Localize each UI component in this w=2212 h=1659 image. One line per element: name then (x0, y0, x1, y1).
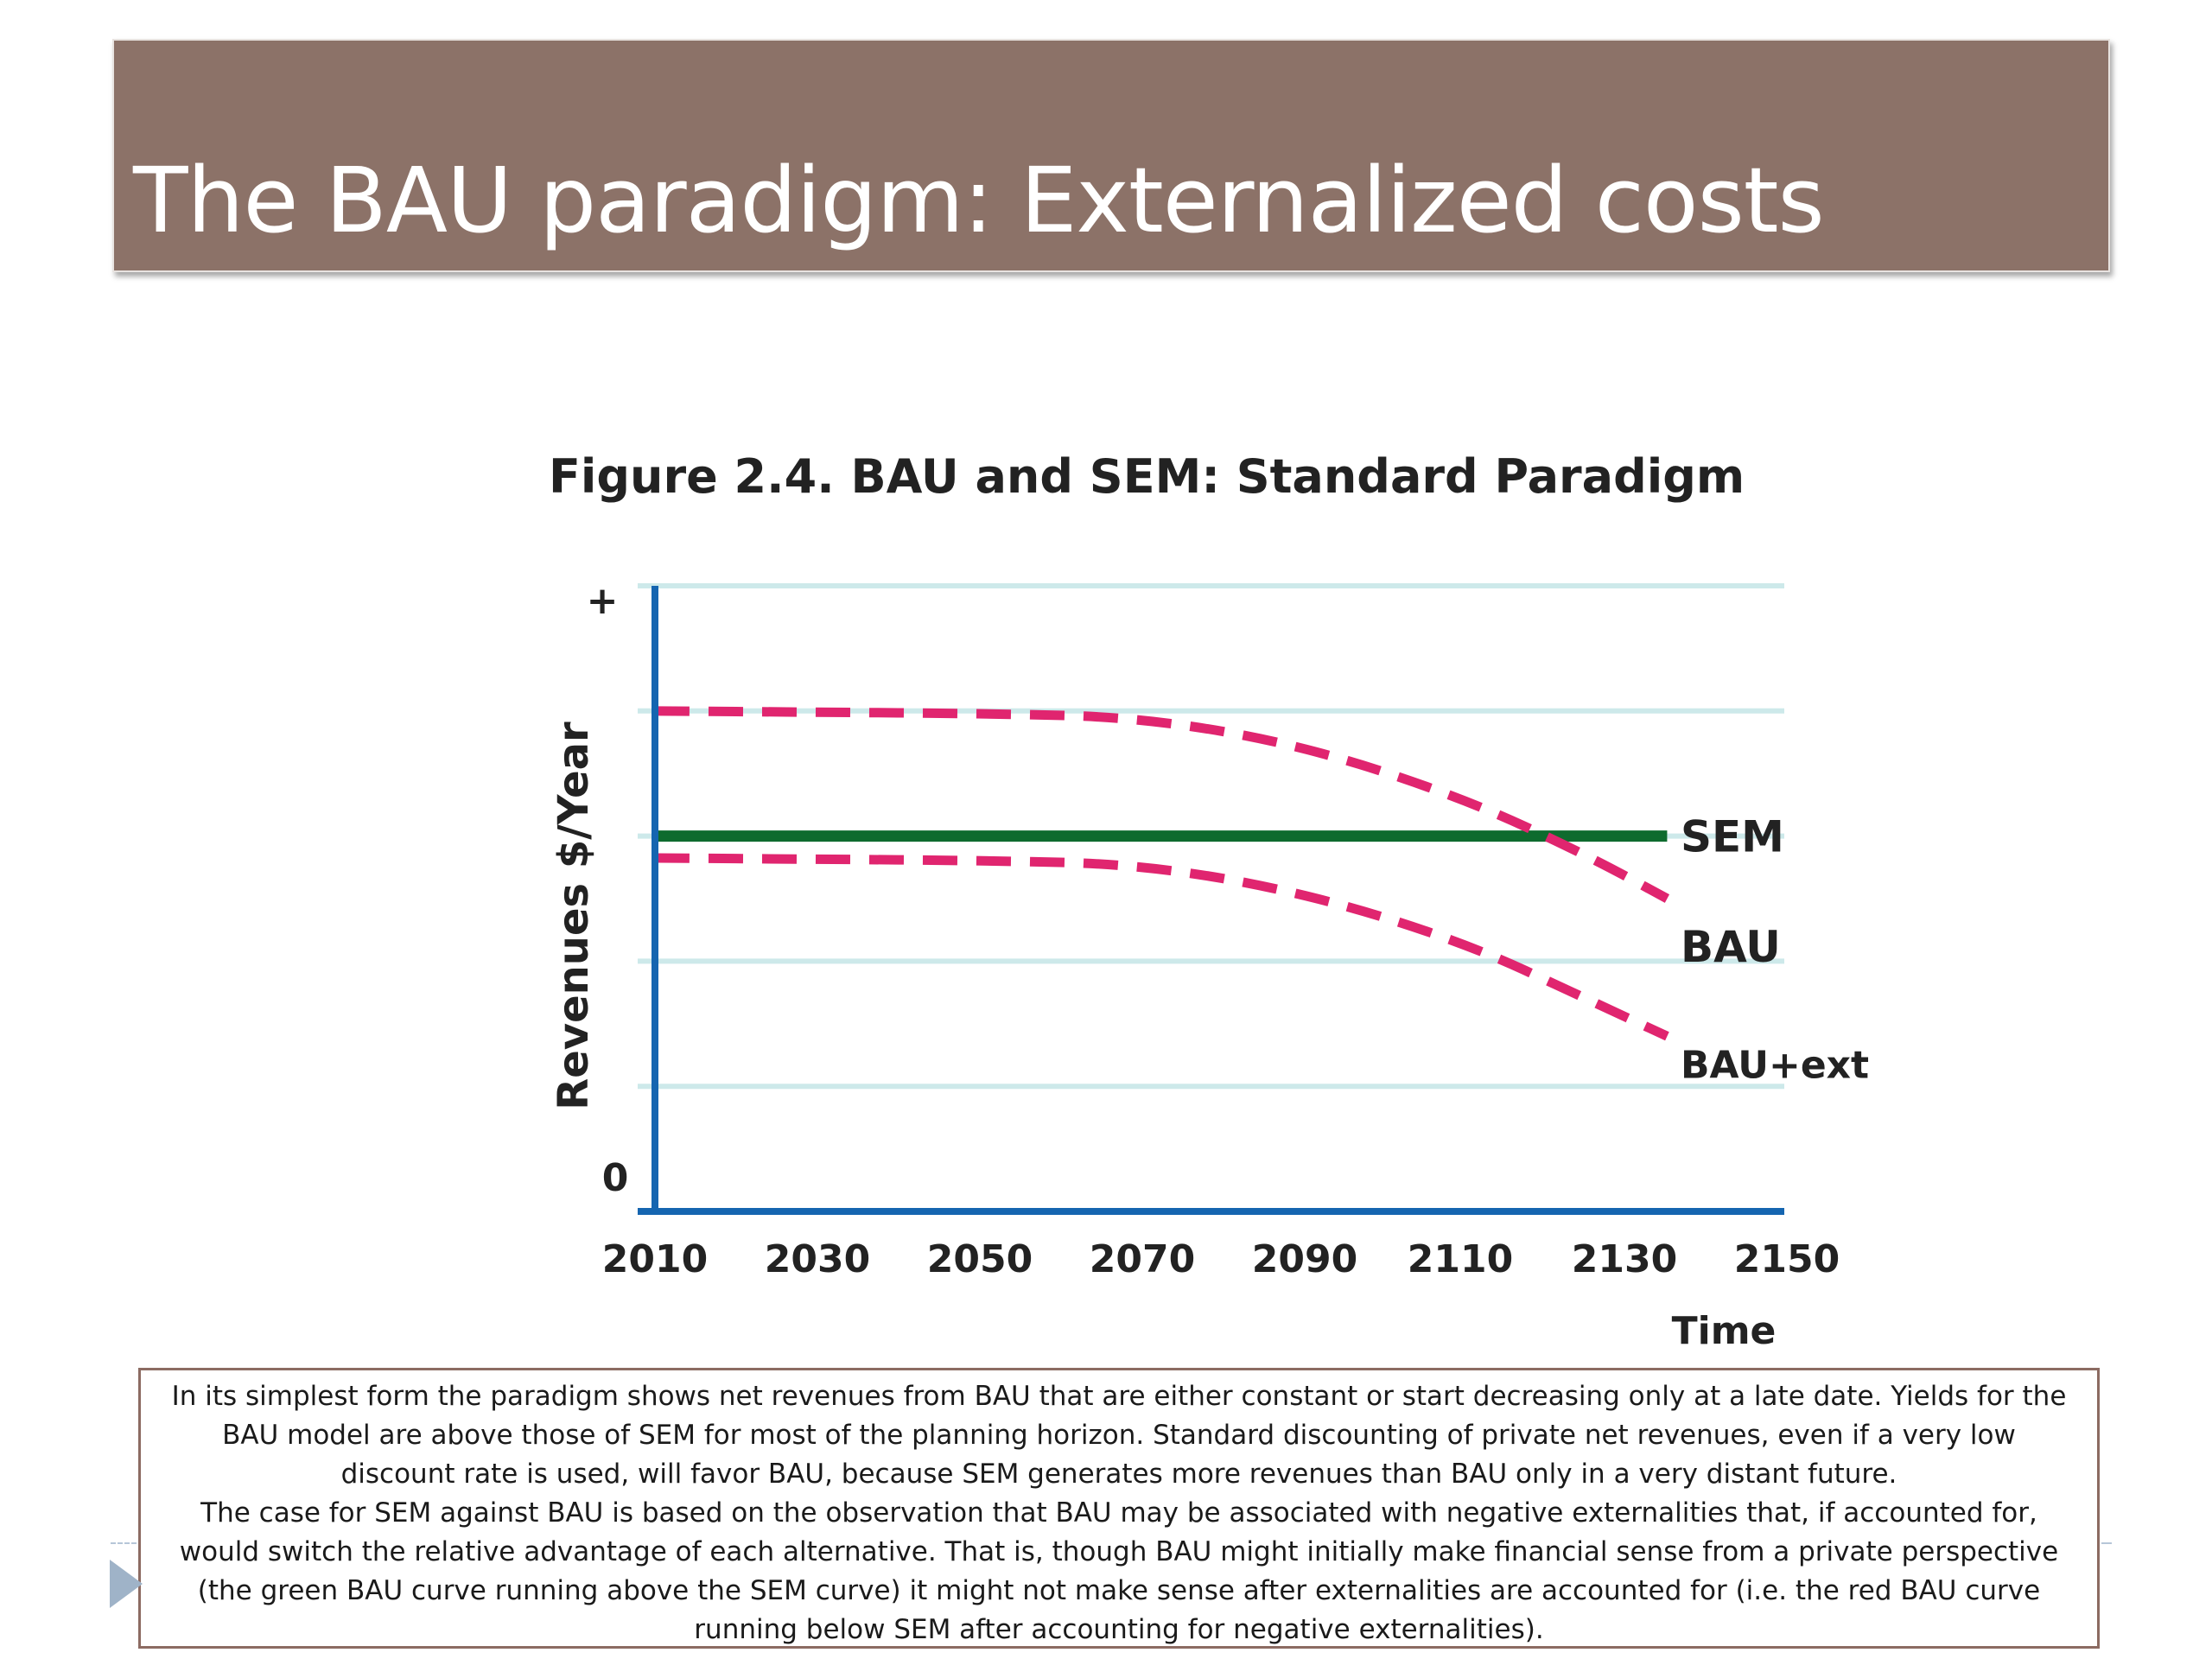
footer-rule-right (2101, 1542, 2112, 1544)
axes (638, 586, 1784, 1215)
series-lines (654, 706, 1670, 1041)
caption-paragraph-2: The case for SEM against BAU is based on… (179, 1497, 2059, 1645)
series-label-sem: SEM (1681, 812, 1784, 862)
x-tick-label: 2010 (602, 1237, 708, 1281)
series-label-bau-ext: BAU+ext (1681, 1043, 1869, 1087)
play-triangle-icon[interactable] (110, 1560, 143, 1608)
chart-labels: + 0 Revenues $/Year Time (550, 579, 1776, 1353)
series-label-bau: BAU (1681, 922, 1781, 972)
y-axis-label: Revenues $/Year (550, 721, 598, 1110)
series-labels: SEM BAU BAU+ext (1681, 812, 1869, 1088)
y-tick-zero: 0 (602, 1156, 629, 1200)
x-axis-label: Time (1672, 1309, 1777, 1353)
x-tick-label: 2050 (927, 1237, 1033, 1281)
chart-title: Figure 2.4. BAU and SEM: Standard Paradi… (549, 449, 1745, 504)
series-line-bau-ext (654, 853, 1669, 1041)
footer-rule-left (111, 1542, 137, 1544)
title-banner: The BAU paradigm: Externalized costs (112, 39, 2110, 272)
x-tick-label: 2030 (765, 1237, 870, 1281)
x-tick-label: 2090 (1252, 1237, 1357, 1281)
y-tick-top: + (587, 579, 619, 623)
x-tick-label: 2130 (1572, 1237, 1677, 1281)
x-tick-label: 2070 (1090, 1237, 1195, 1281)
x-tick-label: 2150 (1734, 1237, 1840, 1281)
series-line-bau (654, 706, 1670, 903)
x-tick-labels: 2010 2030 2050 2070 2090 2110 2130 2150 (602, 1237, 1840, 1281)
caption-paragraph-1: In its simplest form the paradigm shows … (171, 1381, 2067, 1490)
caption-box: In its simplest form the paradigm shows … (138, 1368, 2100, 1649)
slide-title: The BAU paradigm: Externalized costs (133, 148, 1825, 253)
x-tick-label: 2110 (1408, 1237, 1513, 1281)
